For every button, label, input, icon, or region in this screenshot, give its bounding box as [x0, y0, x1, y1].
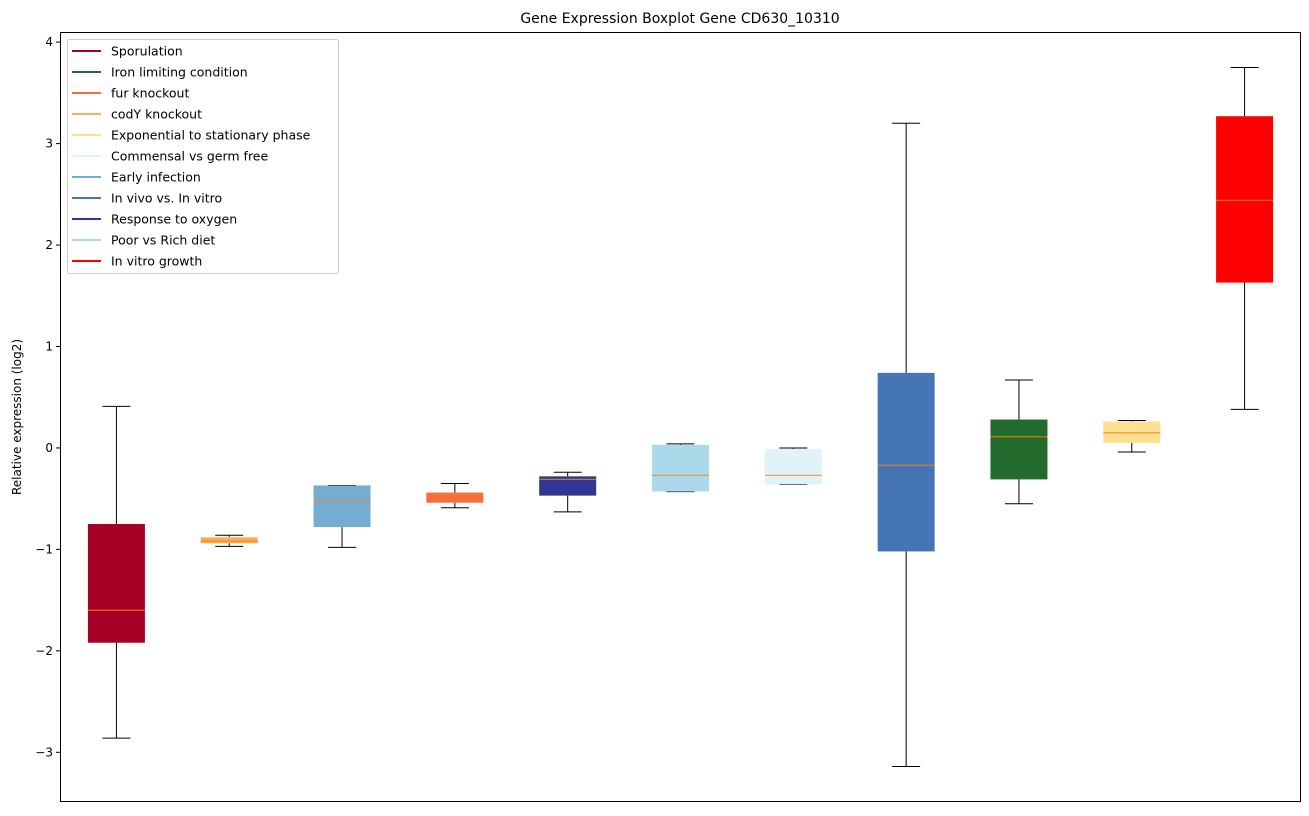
box-in-vivo-vs-in-vitro	[877, 122, 935, 767]
y-axis-ticks: −3 −2 −1 0 1 2 3 4	[35, 35, 60, 759]
box-iqr	[539, 476, 597, 496]
y-tick-label: −2	[35, 644, 53, 658]
box-iqr	[764, 448, 822, 485]
chart-title: Gene Expression Boxplot Gene CD630_10310	[520, 11, 839, 27]
box-commensal-vs-germ-free	[764, 447, 822, 485]
box-iqr	[1216, 116, 1274, 283]
box-exponential-to-stationary-phase	[1103, 420, 1161, 453]
legend-item: In vivo vs. In vitro	[72, 191, 222, 206]
legend-frame	[67, 39, 339, 274]
box-iqr	[652, 444, 709, 492]
box-iqr	[200, 537, 258, 544]
box-fur-knockout	[426, 482, 484, 509]
box-iqr	[87, 524, 145, 643]
y-tick-label: 3	[45, 137, 53, 151]
box-iron-limiting-condition	[990, 379, 1048, 505]
y-tick-label: 0	[45, 441, 53, 455]
y-axis-label: Relative expression (log2)	[10, 339, 24, 495]
box-iqr	[990, 419, 1048, 480]
y-tick-label: 2	[45, 238, 53, 252]
box-early-infection	[313, 484, 371, 548]
legend-item: Exponential to stationary phase	[72, 128, 311, 143]
legend-label: codY knockout	[111, 107, 202, 122]
boxes	[87, 67, 1274, 767]
legend-item: Response to oxygen	[72, 212, 237, 227]
box-iqr	[426, 492, 484, 503]
legend-item: In vitro growth	[72, 254, 202, 269]
box-in-vitro-growth	[1216, 67, 1274, 410]
box-sporulation	[87, 405, 145, 739]
legend-label: In vitro growth	[111, 254, 202, 269]
y-tick-label: −3	[35, 745, 53, 759]
legend-label: Iron limiting condition	[111, 65, 248, 80]
box-response-to-oxygen	[539, 471, 597, 513]
legend-item: Poor vs Rich diet	[72, 233, 215, 248]
legend-label: Early infection	[111, 170, 201, 185]
legend-item: Iron limiting condition	[72, 65, 248, 80]
box-cody-knockout	[200, 534, 258, 547]
legend-label: Response to oxygen	[111, 212, 237, 227]
legend-label: In vivo vs. In vitro	[111, 191, 222, 206]
plot-frame	[60, 32, 1301, 802]
y-tick-label: 4	[45, 35, 53, 49]
legend-label: Sporulation	[111, 44, 183, 59]
legend-label: Exponential to stationary phase	[111, 128, 311, 143]
legend-item: codY knockout	[72, 107, 202, 122]
y-tick-label: −1	[35, 542, 53, 556]
legend-item: Sporulation	[72, 44, 183, 59]
legend-label: Commensal vs germ free	[111, 149, 268, 164]
y-tick-label: 1	[45, 339, 53, 353]
legend: Sporulation Iron limiting condition fur kn…	[67, 39, 339, 274]
box-poor-vs-rich-diet	[652, 443, 709, 493]
legend-label: fur knockout	[111, 86, 189, 101]
legend-item: Early infection	[72, 170, 201, 185]
legend-item: fur knockout	[72, 86, 189, 101]
legend-item: Commensal vs germ free	[72, 149, 268, 164]
box-iqr	[877, 372, 935, 552]
box-iqr	[313, 485, 371, 528]
legend-label: Poor vs Rich diet	[111, 233, 215, 248]
